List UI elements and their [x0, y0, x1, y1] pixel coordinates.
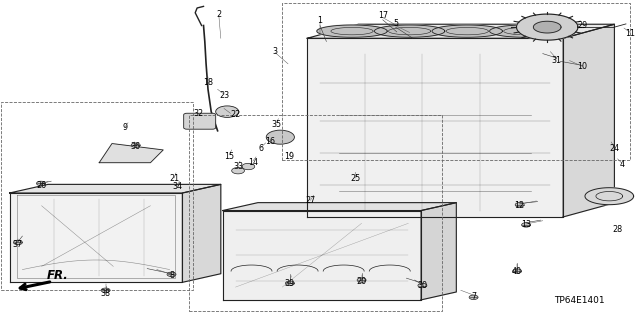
Text: 37: 37 [13, 240, 23, 249]
Text: FR.: FR. [47, 269, 68, 282]
Polygon shape [10, 193, 182, 282]
Circle shape [232, 167, 244, 174]
Circle shape [357, 278, 366, 282]
Polygon shape [516, 14, 578, 40]
Text: 28: 28 [612, 225, 623, 234]
Polygon shape [307, 24, 614, 38]
Text: 25: 25 [351, 174, 361, 183]
Circle shape [131, 143, 140, 147]
Text: 33: 33 [233, 162, 243, 171]
Bar [1, 102, 193, 290]
Polygon shape [374, 25, 445, 37]
Text: TP64E1401: TP64E1401 [554, 296, 605, 305]
Text: 40: 40 [512, 267, 522, 276]
Text: 13: 13 [521, 220, 531, 229]
Text: 3: 3 [273, 47, 278, 56]
Polygon shape [317, 25, 387, 37]
Text: 24: 24 [609, 144, 620, 153]
Polygon shape [533, 21, 561, 33]
Text: 12: 12 [515, 201, 525, 210]
Circle shape [13, 240, 22, 245]
Circle shape [513, 269, 522, 273]
Text: 6: 6 [259, 144, 264, 153]
Polygon shape [585, 188, 634, 205]
Text: 11: 11 [625, 29, 636, 38]
Circle shape [522, 223, 531, 227]
Bar [282, 3, 630, 160]
Text: 10: 10 [577, 63, 588, 71]
Polygon shape [223, 203, 456, 211]
Text: 9: 9 [122, 123, 127, 132]
Text: 2: 2 [216, 10, 221, 19]
Text: 8: 8 [169, 271, 174, 280]
Text: 16: 16 [265, 137, 275, 146]
Circle shape [167, 272, 176, 277]
Text: 23: 23 [219, 91, 229, 100]
Polygon shape [10, 184, 221, 193]
Text: 35: 35 [271, 120, 282, 129]
Polygon shape [99, 144, 163, 163]
Text: 32: 32 [193, 109, 204, 118]
Text: 1: 1 [317, 16, 323, 25]
Text: 34: 34 [173, 182, 183, 191]
FancyBboxPatch shape [184, 113, 216, 129]
Text: 14: 14 [248, 158, 258, 167]
Text: 7: 7 [471, 292, 476, 301]
Text: 27: 27 [305, 197, 316, 205]
Text: 31: 31 [552, 56, 562, 65]
Bar [189, 115, 442, 311]
Text: 15: 15 [224, 152, 234, 161]
Text: 36: 36 [131, 142, 141, 151]
Text: 29: 29 [577, 21, 588, 30]
Polygon shape [223, 211, 421, 300]
Text: 4: 4 [620, 160, 625, 169]
Text: 20: 20 [356, 277, 367, 286]
Polygon shape [563, 24, 614, 217]
Polygon shape [490, 25, 560, 37]
Circle shape [36, 181, 45, 186]
Circle shape [216, 106, 239, 117]
Polygon shape [421, 203, 456, 300]
Text: 26: 26 [36, 181, 46, 189]
Text: 5: 5 [393, 19, 398, 28]
Circle shape [242, 163, 255, 170]
Polygon shape [182, 184, 221, 282]
Circle shape [266, 130, 294, 144]
Circle shape [285, 281, 294, 286]
Text: 38: 38 [100, 289, 111, 298]
Text: 17: 17 [378, 11, 388, 20]
Text: 19: 19 [284, 152, 294, 161]
Text: 21: 21 [169, 174, 179, 183]
Circle shape [469, 295, 478, 300]
Polygon shape [307, 38, 563, 217]
Text: 39: 39 [285, 279, 295, 288]
Circle shape [515, 203, 524, 207]
Text: 22: 22 [230, 110, 241, 119]
Text: 18: 18 [203, 78, 213, 87]
Text: 30: 30 [417, 281, 428, 290]
Circle shape [101, 288, 110, 293]
Polygon shape [432, 25, 502, 37]
Circle shape [418, 283, 427, 288]
